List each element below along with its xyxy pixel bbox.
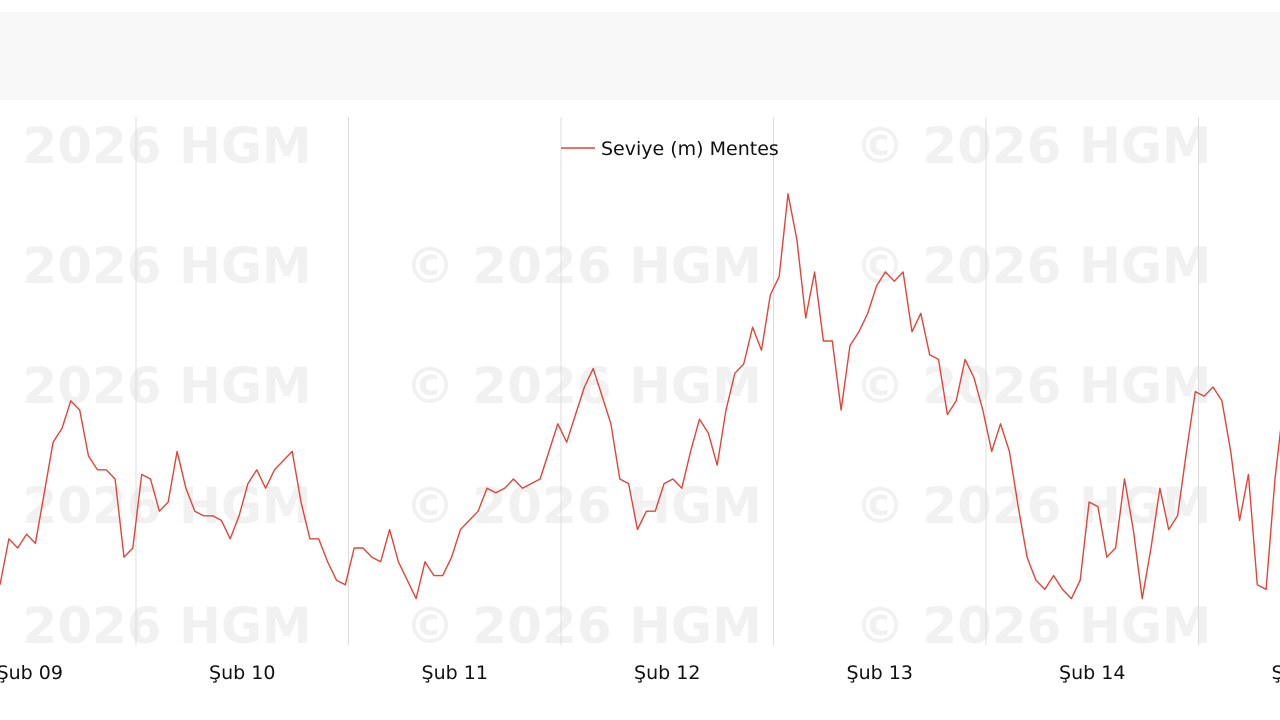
watermark-text: © 2026 HGM <box>0 597 312 655</box>
legend-label[interactable]: Seviye (m) Mentes <box>601 138 779 160</box>
watermark-text: © 2026 HGM <box>855 357 1212 415</box>
x-tick-label: Şub 12 <box>634 662 700 684</box>
x-tick-label: Şub 15 <box>1272 662 1280 684</box>
watermark-text: © 2026 HGM <box>855 597 1212 655</box>
watermark-layer: © 2026 HGM © 2026 HGM © 2026 HGM © 2026 HGM… <box>0 117 1212 655</box>
watermark-text: © 2026 HGM <box>855 477 1212 535</box>
chart-header-band <box>0 12 1280 100</box>
watermark-text: © 2026 HGM <box>0 237 312 295</box>
series-layer <box>0 193 1280 600</box>
legend[interactable]: Seviye (m) Mentes <box>561 138 779 160</box>
watermark-text: © 2026 HGM <box>405 357 762 415</box>
gridlines <box>135 117 1199 645</box>
x-tick-label: Şub 13 <box>847 662 913 684</box>
series-line-mentes <box>0 193 1280 600</box>
watermark-text: © 2026 HGM <box>405 597 762 655</box>
watermark-text: © 2026 HGM <box>0 357 312 415</box>
watermark-text: © 2026 HGM <box>405 237 762 295</box>
watermark-text: © 2026 HGM <box>405 477 762 535</box>
x-tick-label: Şub 09 <box>0 662 63 684</box>
x-tick-label: Şub 14 <box>1059 662 1125 684</box>
watermark-text: © 2026 HGM <box>855 117 1212 175</box>
watermark-text: © 2026 HGM <box>855 237 1212 295</box>
watermark-text: © 2026 HGM <box>0 477 312 535</box>
x-tick-label: Şub 11 <box>422 662 488 684</box>
watermark-text: © 2026 HGM <box>0 117 312 175</box>
x-tick-label: Şub 10 <box>209 662 275 684</box>
x-axis: Şub 09 Şub 10 Şub 11 Şub 12 Şub 13 Şub 14 Şub … <box>0 662 1280 684</box>
